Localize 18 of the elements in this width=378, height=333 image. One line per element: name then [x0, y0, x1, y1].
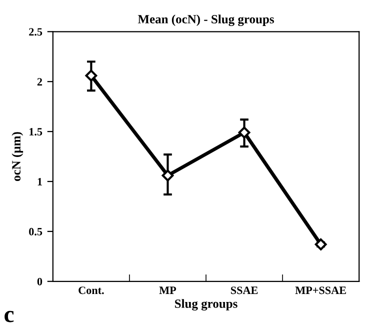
y-tick-label: 0.5 — [29, 228, 42, 236]
x-axis-title: Slug groups — [175, 299, 238, 311]
y-tick-label: 0 — [37, 278, 42, 286]
text: c — [4, 310, 14, 322]
y-tick-label: 1 — [38, 178, 42, 186]
x-tick-label: MP — [159, 286, 176, 294]
y-tick-label: 2 — [37, 78, 42, 86]
x-tick-label: MP+SSAE — [295, 286, 346, 294]
point — [85, 70, 98, 82]
point — [162, 170, 174, 182]
y-tick-label: 2.5 — [29, 28, 42, 36]
x-tick-label: Cont. — [78, 286, 104, 294]
x-tick-label: SSAE — [230, 286, 258, 294]
point — [238, 126, 250, 138]
point — [314, 238, 327, 250]
y-tick-label: 1.5 — [30, 128, 42, 136]
chart-title: Mean (ocN) - Slug groups — [138, 14, 274, 26]
y-axis-title: ocN (µm) — [12, 132, 24, 181]
